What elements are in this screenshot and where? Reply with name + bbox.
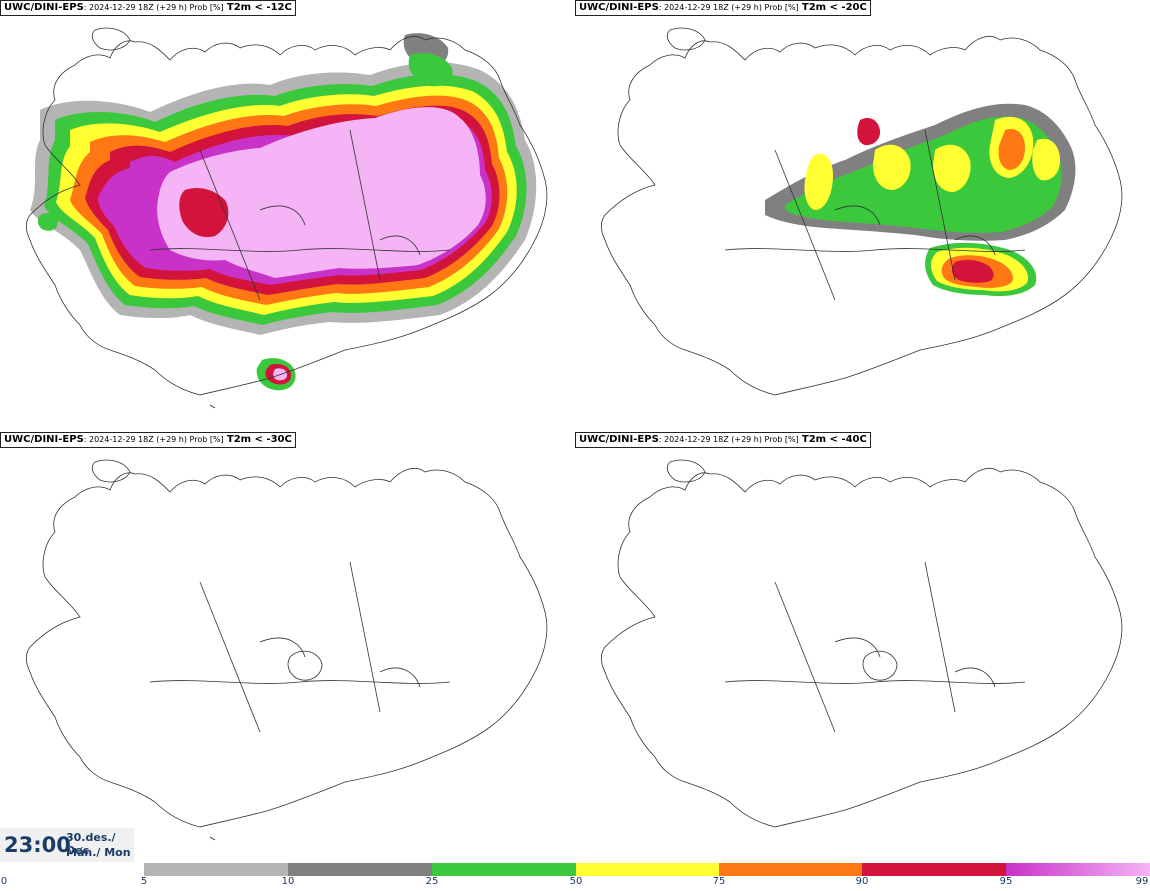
panel-title: UWC/DINI-EPS: 2024-12-29 18Z (+29 h) Pro… xyxy=(575,432,871,448)
iceland-map-probability-minus40 xyxy=(600,459,1123,828)
model-name: UWC/DINI-EPS xyxy=(579,2,659,13)
colorbar-tick-99: 99 xyxy=(1135,876,1149,887)
colorbar-tick-5: 5 xyxy=(140,876,148,887)
colorbar-tick-95: 95 xyxy=(999,876,1013,887)
map-panel-t2m-minus20: UWC/DINI-EPS: 2024-12-29 18Z (+29 h) Pro… xyxy=(575,0,1150,432)
panel-title: UWC/DINI-EPS: 2024-12-29 18Z (+29 h) Pro… xyxy=(0,0,296,16)
model-name: UWC/DINI-EPS xyxy=(579,434,659,445)
colorbar-segment-5-10 xyxy=(144,863,288,876)
iceland-map-probability-minus20 xyxy=(600,27,1123,396)
variable-label: T2m < -20C xyxy=(801,2,867,13)
probability-colorbar: 0 5 10 25 50 75 90 95 99 xyxy=(0,862,1150,891)
variable-label: T2m < -12C xyxy=(226,2,292,13)
panel-title: UWC/DINI-EPS: 2024-12-29 18Z (+29 h) Pro… xyxy=(0,432,296,448)
colorbar-segment-90-95 xyxy=(862,863,1006,876)
iceland-map-probability-minus30 xyxy=(25,459,548,841)
run-info: : 2024-12-29 18Z (+29 h) Prob [%] xyxy=(658,435,799,444)
model-name: UWC/DINI-EPS xyxy=(4,434,84,445)
colorbar-tick-50: 50 xyxy=(569,876,583,887)
run-info: : 2024-12-29 18Z (+29 h) Prob [%] xyxy=(658,3,799,12)
colorbar-segment-95-99 xyxy=(1006,863,1150,876)
valid-weekday: Mán./ Mon xyxy=(66,846,131,859)
colorbar-tick-90: 90 xyxy=(855,876,869,887)
colorbar-segment-75-90 xyxy=(719,863,862,876)
model-name: UWC/DINI-EPS xyxy=(4,2,84,13)
iceland-map-probability-minus12 xyxy=(25,27,548,409)
map-panel-t2m-minus12: UWC/DINI-EPS: 2024-12-29 18Z (+29 h) Pro… xyxy=(0,0,575,432)
map-panel-t2m-minus40: UWC/DINI-EPS: 2024-12-29 18Z (+29 h) Pro… xyxy=(575,432,1150,864)
colorbar-tick-10: 10 xyxy=(281,876,295,887)
colorbar-segment-50-75 xyxy=(576,863,719,876)
variable-label: T2m < -30C xyxy=(226,434,292,445)
variable-label: T2m < -40C xyxy=(801,434,867,445)
run-info: : 2024-12-29 18Z (+29 h) Prob [%] xyxy=(83,3,224,12)
colorbar-segment-10-25 xyxy=(288,863,432,876)
valid-hour: 23:00 xyxy=(4,833,71,857)
valid-date: 30.des./ Dec xyxy=(66,831,116,857)
colorbar-tick-0: 0 xyxy=(0,876,8,887)
colorbar-tick-75: 75 xyxy=(712,876,726,887)
run-info: : 2024-12-29 18Z (+29 h) Prob [%] xyxy=(83,435,224,444)
colorbar-tick-25: 25 xyxy=(425,876,439,887)
panel-title: UWC/DINI-EPS: 2024-12-29 18Z (+29 h) Pro… xyxy=(575,0,871,16)
colorbar-segment-25-50 xyxy=(432,863,576,876)
valid-time-box: 23:00 30.des./ Dec Mán./ Mon xyxy=(0,828,134,862)
map-panel-t2m-minus30: UWC/DINI-EPS: 2024-12-29 18Z (+29 h) Pro… xyxy=(0,432,575,864)
